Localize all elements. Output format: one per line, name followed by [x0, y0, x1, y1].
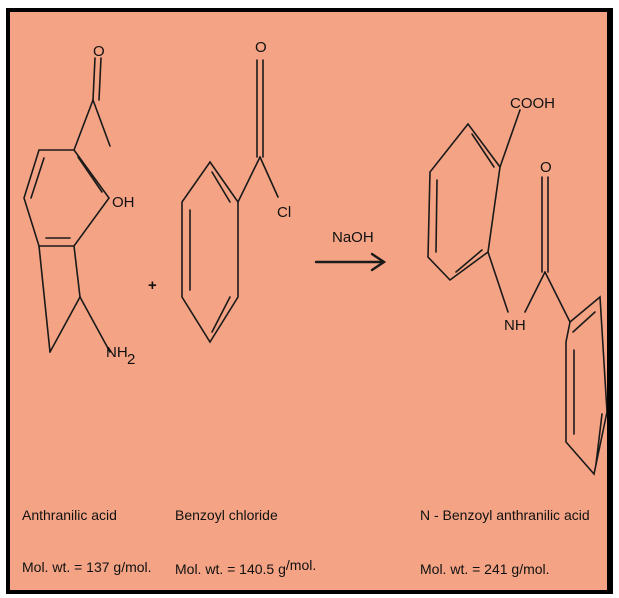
compound-mw-3: Mol. wt. = 241 g/mol. [420, 561, 550, 577]
reaction-arrow [314, 252, 387, 272]
product-ring-nh-bond [487, 251, 509, 313]
product-cooh-bond [499, 109, 521, 168]
anthranilic-acid-structure [23, 57, 111, 353]
product-nh-co-bond [524, 271, 546, 313]
anthranilic-c-n-bond [73, 245, 81, 298]
mw-1-unit: /mol. [121, 559, 151, 575]
scheme-background [10, 12, 607, 590]
anthranilic-nh2-bond [79, 296, 111, 353]
product-benzoyl-ring [565, 295, 607, 476]
benzoyl-o-label: O [255, 39, 267, 56]
mw-2-main: Mol. wt. = 140.5 g [175, 561, 286, 577]
product-o-label: O [540, 159, 552, 176]
mw-2-unit: /mol. [286, 557, 316, 573]
benzoyl-chloride-structure [181, 59, 279, 344]
reagent-naoh: NaOH [332, 229, 374, 246]
anthranilic-o-label: O [93, 43, 105, 60]
compound-name-1: Anthranilic acid [22, 507, 117, 523]
product-nh-label: NH [504, 317, 526, 334]
product-structure [427, 109, 607, 476]
benzoyl-carbonyl-bond [237, 156, 261, 203]
mw-1-main: Mol. wt. = 137 g [22, 559, 121, 575]
product-cooh-label: COOH [510, 95, 555, 112]
mw-3-main: Mol. wt. = 241 g [420, 561, 519, 577]
scheme-frame: O OH NH 2 O Cl COOH O NH + NaOH Anthrani… [6, 8, 613, 594]
reaction-scheme: O OH NH 2 O Cl COOH O NH + NaOH Anthrani… [10, 12, 607, 590]
anthranilic-nh-label: NH [106, 344, 128, 361]
anthranilic-carboxyl-bond [73, 99, 94, 151]
benzoyl-cl-label: Cl [277, 204, 291, 221]
compound-name-3: N - Benzoyl anthranilic acid [420, 507, 590, 523]
mw-3-unit: /mol. [519, 561, 549, 577]
anthranilic-subscript-2: 2 [127, 351, 135, 368]
benzoyl-c-cl-bond [259, 156, 279, 198]
compound-mw-1: Mol. wt. = 137 g/mol. [22, 559, 152, 575]
compound-mw-2: Mol. wt. = 140.5 g/mol. [175, 557, 316, 577]
compound-name-2: Benzoyl chloride [175, 507, 278, 523]
plus-sign: + [148, 277, 157, 294]
anthranilic-oh-label: OH [112, 194, 135, 211]
